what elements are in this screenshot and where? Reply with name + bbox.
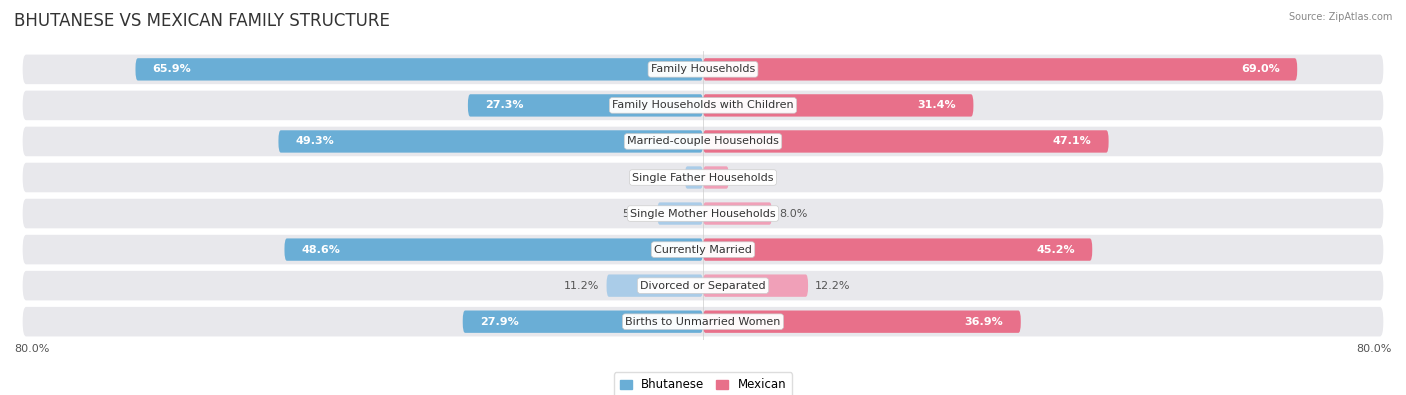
FancyBboxPatch shape — [703, 239, 1092, 261]
Text: 27.9%: 27.9% — [479, 317, 519, 327]
Text: 65.9%: 65.9% — [153, 64, 191, 74]
FancyBboxPatch shape — [703, 130, 1108, 152]
Text: 45.2%: 45.2% — [1036, 245, 1076, 255]
FancyBboxPatch shape — [22, 235, 1384, 264]
FancyBboxPatch shape — [22, 55, 1384, 84]
Text: 27.3%: 27.3% — [485, 100, 523, 111]
Text: Single Mother Households: Single Mother Households — [630, 209, 776, 218]
FancyBboxPatch shape — [22, 163, 1384, 192]
Text: 80.0%: 80.0% — [1357, 344, 1392, 354]
FancyBboxPatch shape — [22, 127, 1384, 156]
FancyBboxPatch shape — [284, 239, 703, 261]
FancyBboxPatch shape — [22, 90, 1384, 120]
FancyBboxPatch shape — [703, 94, 973, 117]
Text: Births to Unmarried Women: Births to Unmarried Women — [626, 317, 780, 327]
Text: Family Households: Family Households — [651, 64, 755, 74]
FancyBboxPatch shape — [606, 275, 703, 297]
FancyBboxPatch shape — [22, 271, 1384, 301]
FancyBboxPatch shape — [468, 94, 703, 117]
Text: 5.3%: 5.3% — [623, 209, 651, 218]
FancyBboxPatch shape — [685, 166, 703, 189]
Text: Divorced or Separated: Divorced or Separated — [640, 280, 766, 291]
FancyBboxPatch shape — [703, 58, 1298, 81]
Legend: Bhutanese, Mexican: Bhutanese, Mexican — [614, 372, 792, 395]
FancyBboxPatch shape — [658, 202, 703, 225]
Text: Family Households with Children: Family Households with Children — [612, 100, 794, 111]
Text: 80.0%: 80.0% — [14, 344, 49, 354]
FancyBboxPatch shape — [22, 199, 1384, 228]
FancyBboxPatch shape — [463, 310, 703, 333]
Text: 47.1%: 47.1% — [1053, 136, 1091, 147]
Text: 31.4%: 31.4% — [918, 100, 956, 111]
Text: 69.0%: 69.0% — [1241, 64, 1279, 74]
Text: BHUTANESE VS MEXICAN FAMILY STRUCTURE: BHUTANESE VS MEXICAN FAMILY STRUCTURE — [14, 12, 389, 30]
Text: 8.0%: 8.0% — [779, 209, 807, 218]
FancyBboxPatch shape — [135, 58, 703, 81]
Text: Single Father Households: Single Father Households — [633, 173, 773, 182]
FancyBboxPatch shape — [22, 307, 1384, 337]
Text: 36.9%: 36.9% — [965, 317, 1004, 327]
Text: 2.1%: 2.1% — [650, 173, 678, 182]
FancyBboxPatch shape — [703, 275, 808, 297]
Text: 49.3%: 49.3% — [295, 136, 335, 147]
Text: 3.0%: 3.0% — [735, 173, 763, 182]
Text: Source: ZipAtlas.com: Source: ZipAtlas.com — [1288, 12, 1392, 22]
Text: 12.2%: 12.2% — [815, 280, 851, 291]
Text: 48.6%: 48.6% — [302, 245, 340, 255]
FancyBboxPatch shape — [703, 166, 728, 189]
Text: Currently Married: Currently Married — [654, 245, 752, 255]
FancyBboxPatch shape — [703, 202, 772, 225]
FancyBboxPatch shape — [703, 310, 1021, 333]
Text: 11.2%: 11.2% — [564, 280, 599, 291]
Text: Married-couple Households: Married-couple Households — [627, 136, 779, 147]
FancyBboxPatch shape — [278, 130, 703, 152]
